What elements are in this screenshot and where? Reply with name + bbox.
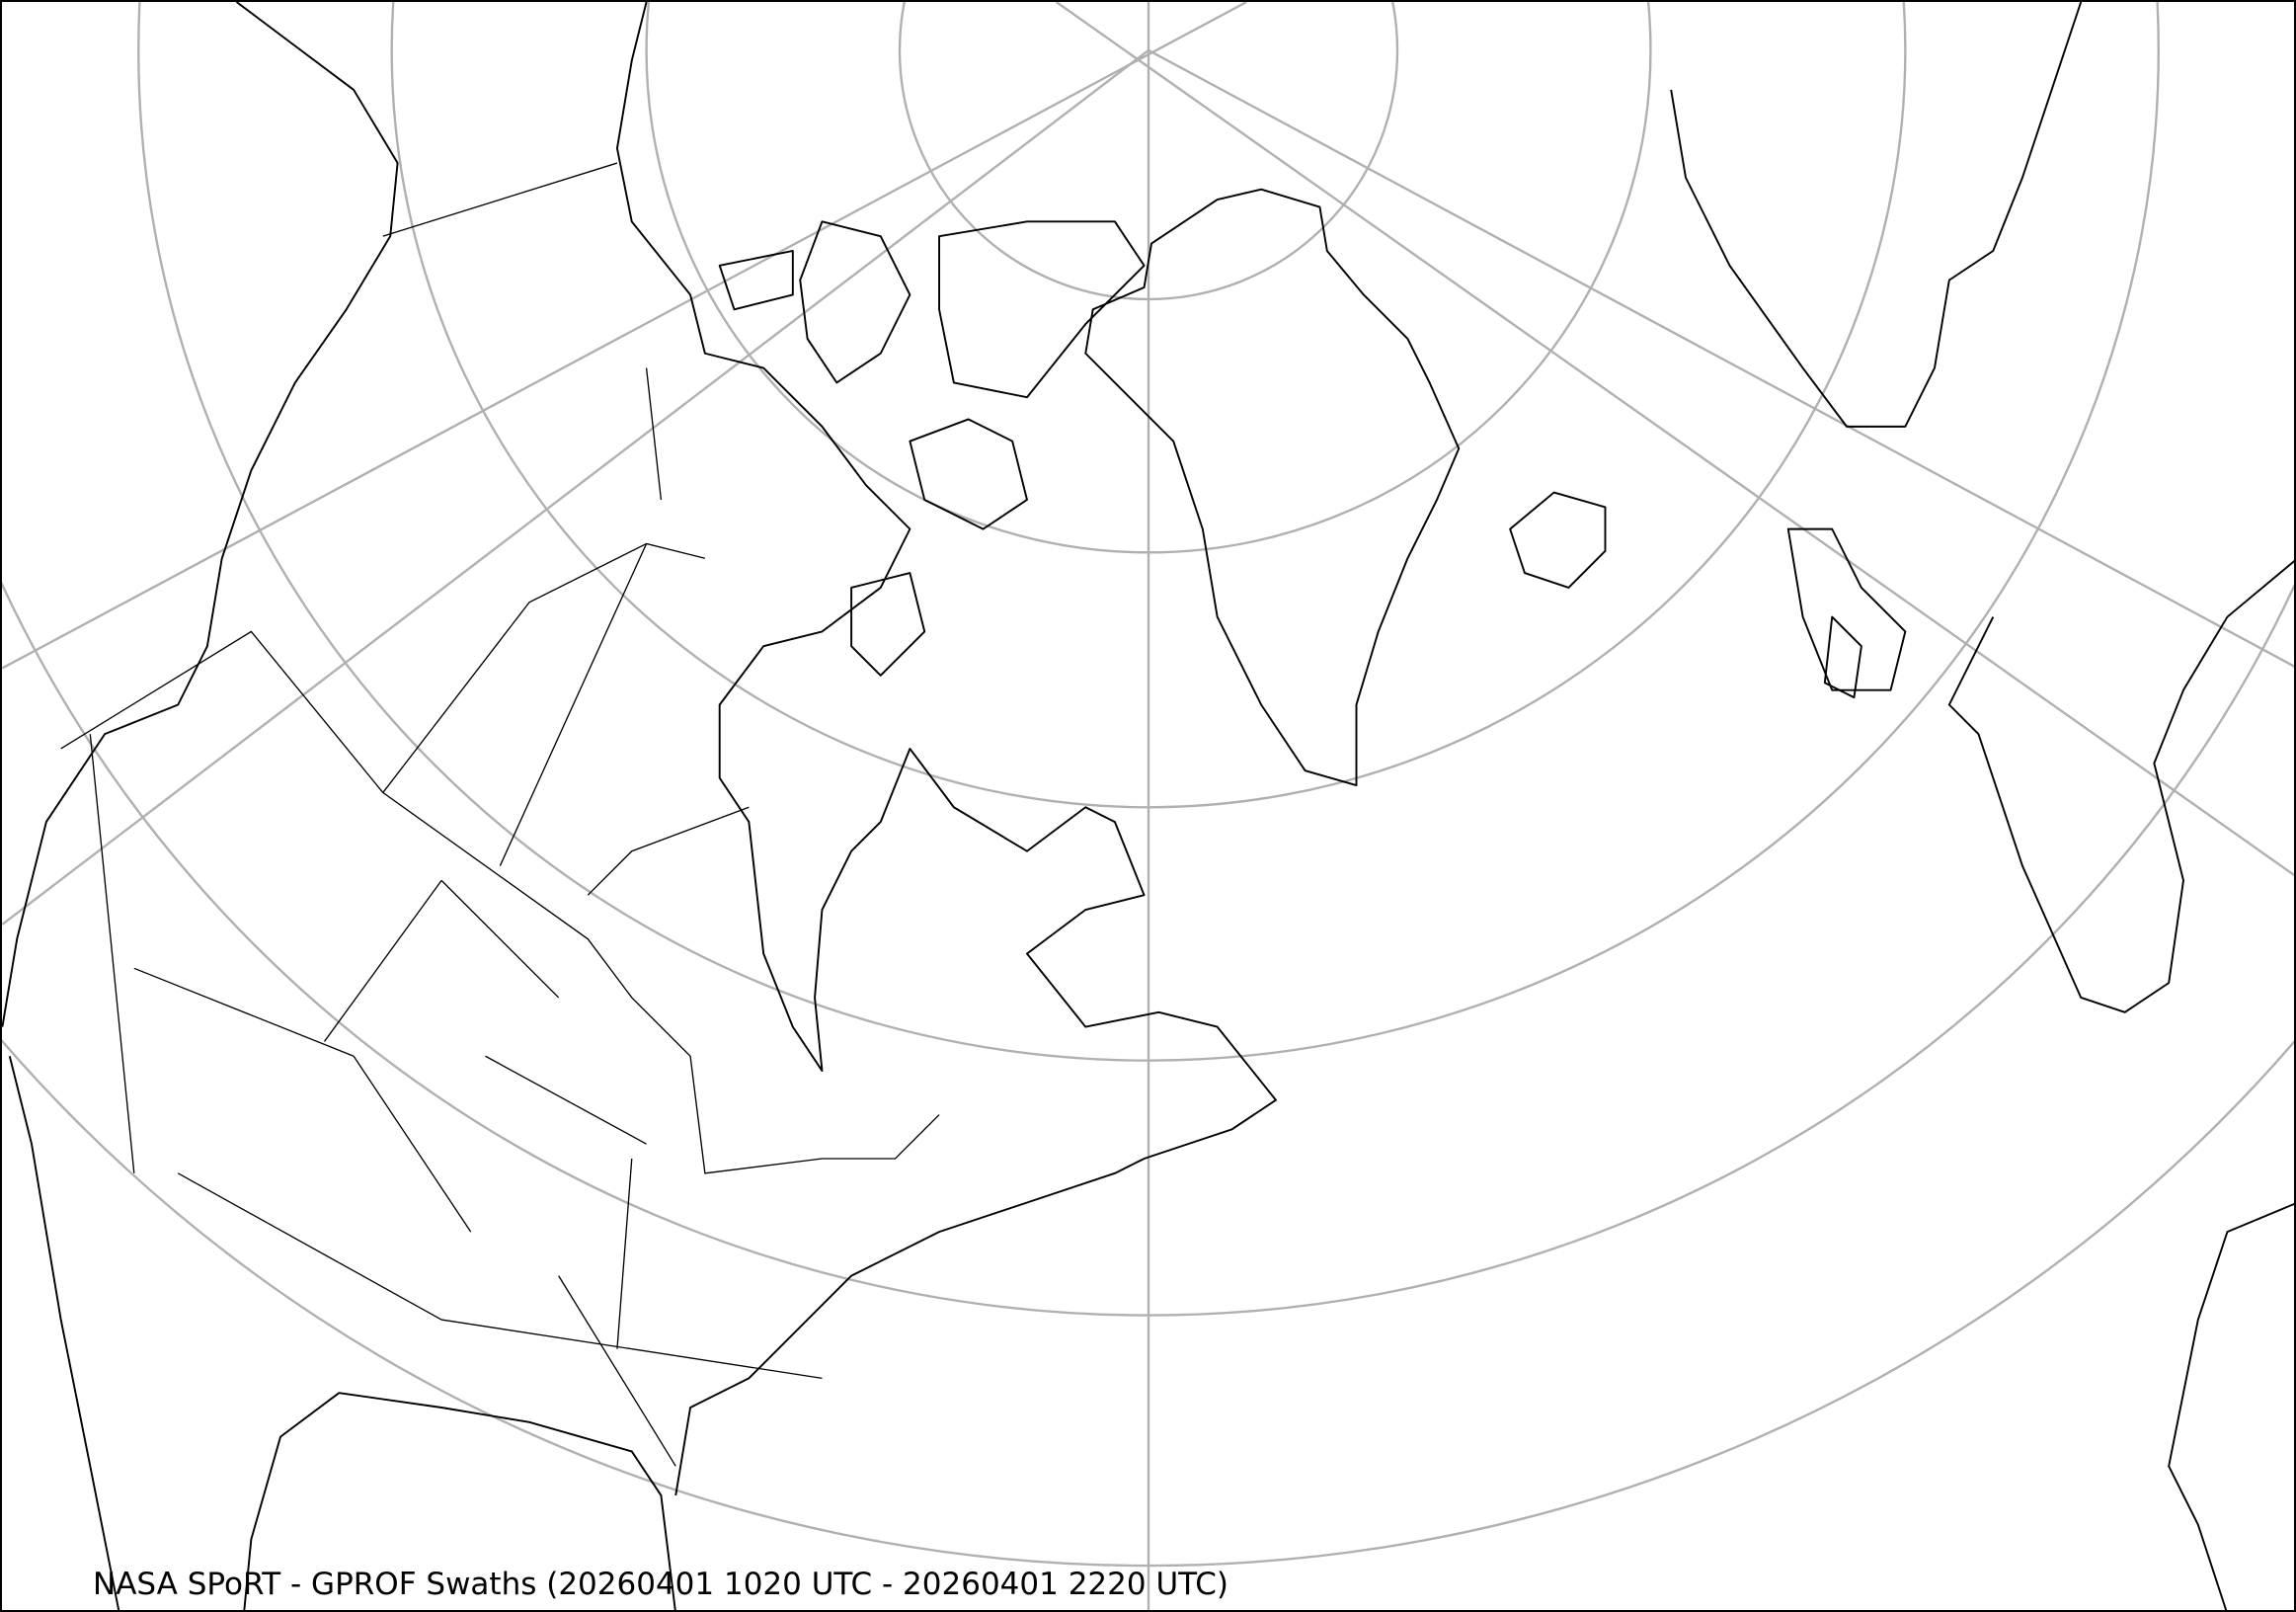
map-title: NASA SPoRT - GPROF Swaths (20260401 1020… [93, 1567, 1228, 1602]
europe-coast [1947, 560, 2294, 1013]
greenland-coast [1084, 188, 1461, 786]
meridian-line [2, 48, 1149, 926]
africa-coast [2168, 1202, 2294, 1610]
scandinavia-coast [1670, 2, 2083, 428]
iceland-coast [1509, 491, 1607, 589]
north-america-coast [2, 2, 1277, 1610]
ireland-coast [1823, 615, 1862, 699]
us-canada-border [60, 630, 940, 1174]
arctic-islands [718, 220, 1146, 677]
us-state-borders [89, 734, 823, 1467]
political-borders [60, 162, 940, 1467]
meridian-line [1148, 48, 2294, 668]
meridian-line [2, 2, 1247, 670]
great-britain-coast [1786, 527, 1907, 691]
meridian-line [1055, 2, 2294, 877]
canada-province-borders [382, 162, 750, 896]
